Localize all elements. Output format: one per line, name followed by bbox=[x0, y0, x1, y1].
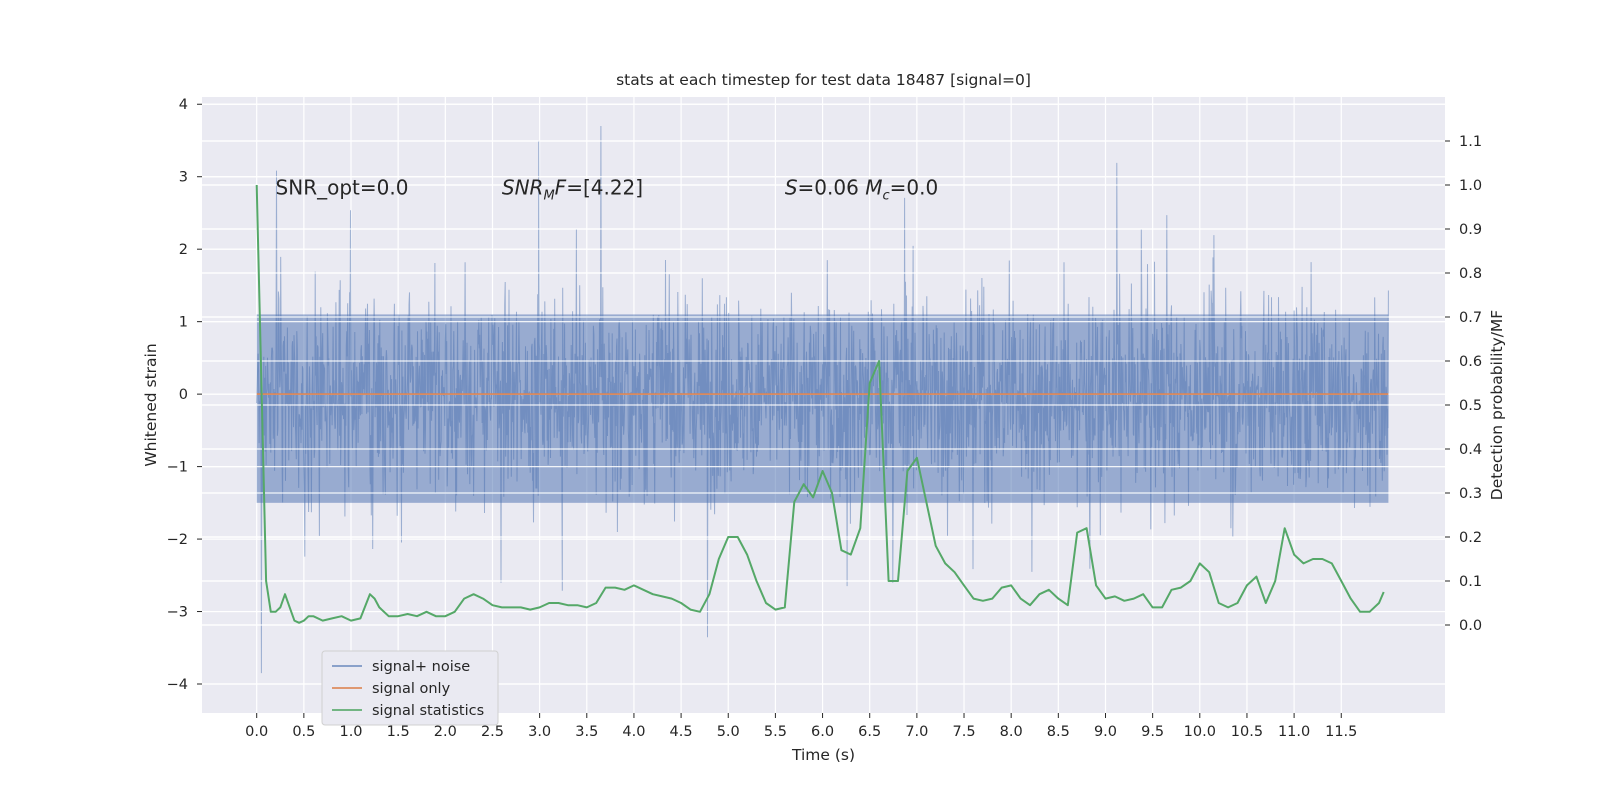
y-tick-label: 4 bbox=[179, 97, 188, 113]
x-axis-label: Time (s) bbox=[791, 746, 855, 764]
y-right-tick-label: 0.6 bbox=[1459, 354, 1482, 370]
y-right-tick-label: 0.1 bbox=[1459, 574, 1482, 590]
y-right-tick-label: 0.7 bbox=[1459, 310, 1482, 326]
x-tick-label: 7.0 bbox=[905, 724, 928, 740]
annotations: SNR_opt=0.0 SNRMF=[4.22] S=0.06 Mc=0.0 bbox=[276, 176, 939, 204]
x-tick-label: 11.5 bbox=[1325, 724, 1357, 740]
y-right-tick-label: 0.3 bbox=[1459, 486, 1482, 502]
x-tick-label: 5.0 bbox=[717, 724, 740, 740]
x-tick-label: 5.5 bbox=[764, 724, 787, 740]
y-right-tick-label: 1.1 bbox=[1459, 134, 1482, 150]
x-tick-label: 0.5 bbox=[292, 724, 315, 740]
x-tick-label: 10.0 bbox=[1184, 724, 1216, 740]
y-tick-label: −1 bbox=[167, 460, 188, 476]
legend-label: signal only bbox=[372, 681, 451, 697]
annotation-snr-opt: SNR_opt=0.0 bbox=[276, 176, 409, 200]
x-tick-label: 1.5 bbox=[387, 724, 410, 740]
x-tick-label: 8.0 bbox=[1000, 724, 1023, 740]
x-tick-label: 10.5 bbox=[1231, 724, 1263, 740]
y-tick-label: 3 bbox=[179, 170, 188, 186]
line-series bbox=[255, 184, 1389, 624]
x-tick-label: 9.0 bbox=[1094, 724, 1117, 740]
y-tick-label: −4 bbox=[167, 677, 188, 693]
y-right-tick-label: 0.0 bbox=[1459, 618, 1482, 634]
y-tick-label: 2 bbox=[179, 242, 188, 258]
y-right-tick-label: 0.4 bbox=[1459, 442, 1482, 458]
legend-label: signal statistics bbox=[372, 703, 484, 719]
y-right-tick-label: 0.2 bbox=[1459, 530, 1482, 546]
y-tick-label: 0 bbox=[179, 387, 188, 403]
y-tick-label: −2 bbox=[167, 532, 188, 548]
legend-label: signal+ noise bbox=[372, 659, 470, 675]
x-tick-label: 3.0 bbox=[528, 724, 551, 740]
x-tick-label: 2.0 bbox=[434, 724, 457, 740]
chart-title: stats at each timestep for test data 184… bbox=[616, 71, 1031, 89]
x-tick-label: 2.5 bbox=[481, 724, 504, 740]
x-tick-label: 6.0 bbox=[811, 724, 834, 740]
x-tick-label: 4.5 bbox=[670, 724, 693, 740]
x-tick-label: 4.0 bbox=[622, 724, 645, 740]
y-axis-right-label: Detection probability/MF bbox=[1488, 310, 1506, 501]
x-tick-label: 8.5 bbox=[1047, 724, 1070, 740]
y-right-tick-label: 0.8 bbox=[1459, 266, 1482, 282]
legend-box bbox=[321, 650, 499, 726]
x-tick-label: 3.5 bbox=[575, 724, 598, 740]
annotation-snr-mf: SNRMF=[4.22] bbox=[502, 176, 643, 204]
x-tick-label: 7.5 bbox=[952, 724, 975, 740]
annotation-s-mc: S=0.06 Mc=0.0 bbox=[785, 176, 938, 204]
x-tick-label: 11.0 bbox=[1278, 724, 1310, 740]
x-tick-label: 9.5 bbox=[1141, 724, 1164, 740]
tick-labels: 0.0 0.5 1.0 1.5 2.0 2.5 3.0 3.5 4.0 4.5 5.0 5.5 6.0 6… bbox=[167, 97, 1482, 740]
legend: signal+ noise signal only signal statistic… bbox=[321, 650, 499, 726]
x-tick-label: 6.5 bbox=[858, 724, 881, 740]
y-right-tick-label: 1.0 bbox=[1459, 178, 1482, 194]
x-tick-label: 1.0 bbox=[339, 724, 362, 740]
y-tick-label: −3 bbox=[167, 605, 188, 621]
y-right-tick-label: 0.9 bbox=[1459, 222, 1482, 238]
y-tick-label: 1 bbox=[179, 315, 188, 331]
y-axis-label: Whitened strain bbox=[142, 343, 160, 466]
y-right-tick-label: 0.5 bbox=[1459, 398, 1482, 414]
signal-noise-line bbox=[256, 125, 1389, 674]
signal-statistics-line bbox=[255, 184, 1385, 624]
x-tick-label: 0.0 bbox=[245, 724, 268, 740]
